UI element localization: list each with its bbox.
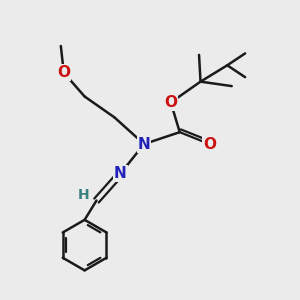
Text: N: N	[114, 166, 127, 181]
Text: H: H	[78, 188, 90, 202]
Text: O: O	[164, 95, 177, 110]
Text: N: N	[138, 136, 150, 152]
Text: O: O	[203, 136, 216, 152]
Text: O: O	[57, 65, 70, 80]
